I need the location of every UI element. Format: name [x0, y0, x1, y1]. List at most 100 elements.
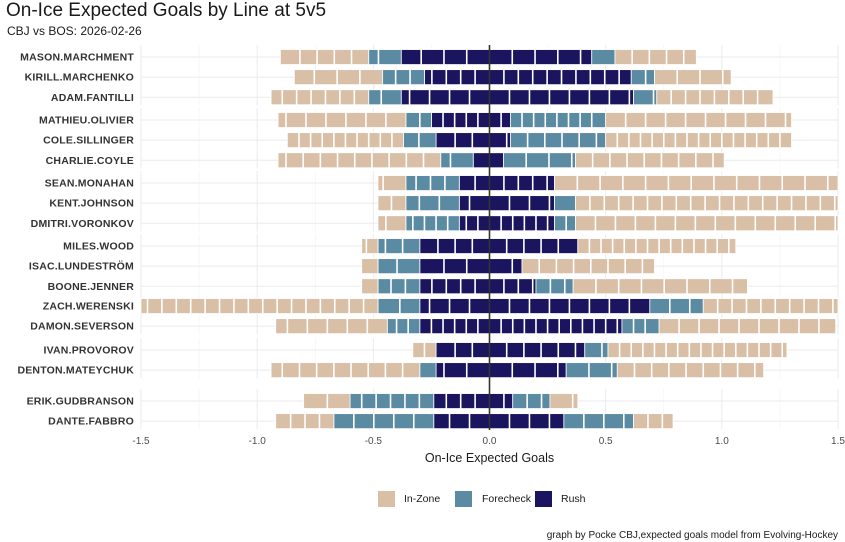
bar-for-rush [489, 278, 537, 295]
bar-against-rush [458, 215, 490, 232]
bar-for-in-zone [605, 112, 792, 128]
legend-swatch-forecheck [455, 491, 472, 507]
x-tick-label: 1.0 [715, 436, 729, 447]
bar-against-in-zone [270, 89, 370, 106]
bar-row [377, 195, 839, 212]
bar-against-in-zone [277, 152, 442, 169]
bar-for-rush [489, 215, 555, 232]
bar-against-rush [431, 112, 490, 128]
x-tick-label: -0.5 [365, 436, 383, 447]
y-tick-label: KENT.JOHNSON [49, 198, 134, 210]
bar-against-rush [400, 49, 490, 65]
bar-row [140, 298, 839, 314]
bar-against-forecheck [386, 318, 421, 335]
bar-for-forecheck [649, 298, 704, 314]
bar-against-forecheck [403, 132, 437, 149]
y-tick-label: KIRILL.MARCHENKO [25, 72, 134, 84]
bar-for-in-zone [549, 393, 579, 409]
bar-for-rush [489, 258, 523, 275]
bar-for-forecheck [554, 215, 576, 232]
bar-row [303, 393, 579, 409]
bar-for-rush [489, 195, 555, 212]
y-tick-label: ADAM.FANTILLI [51, 92, 134, 104]
bar-against-in-zone [270, 362, 421, 379]
legend-swatch-in-zone [378, 491, 395, 507]
bar-against-forecheck [377, 238, 421, 254]
bar-for-in-zone [575, 215, 839, 232]
y-tick-label: COLE.SILLINGER [43, 135, 134, 147]
bar-row [377, 215, 839, 232]
bar-for-forecheck [621, 318, 660, 335]
legend-label-rush: Rush [561, 493, 586, 505]
bar-row [377, 175, 839, 191]
bar-for-rush [489, 342, 586, 358]
bar-row [361, 258, 655, 275]
x-axis-label: On-Ice Expected Goals [425, 451, 554, 465]
y-tick-label: MATHIEU.OLIVIER [39, 115, 134, 127]
bar-against-in-zone [361, 238, 379, 254]
bar-against-in-zone [140, 298, 379, 314]
bar-row [286, 132, 792, 149]
bar-against-rush [424, 69, 490, 86]
bar-against-rush [433, 413, 490, 430]
bar-against-in-zone [279, 49, 370, 65]
bar-for-rush [489, 413, 565, 430]
bar-for-rush [489, 318, 623, 335]
bar-for-forecheck [510, 132, 607, 149]
bar-for-rush [489, 175, 555, 191]
bar-for-in-zone [575, 195, 839, 212]
bar-against-forecheck [377, 258, 421, 275]
bar-for-in-zone [521, 258, 655, 275]
bar-against-in-zone [361, 258, 379, 275]
bar-for-forecheck [565, 362, 618, 379]
y-tick-label: IVAN.PROVOROV [43, 345, 134, 357]
bar-for-forecheck [512, 393, 551, 409]
bar-for-rush [489, 49, 593, 65]
bar-for-forecheck [503, 152, 576, 169]
bar-against-rush [433, 393, 490, 409]
x-tick-label: -1.0 [249, 436, 267, 447]
y-tick-label: DENTON.MATEYCHUK [17, 365, 134, 377]
bar-for-rush [489, 238, 579, 254]
x-tick-label: 0.5 [599, 436, 613, 447]
bar-for-rush [489, 152, 504, 169]
y-tick-label: DMITRI.VORONKOV [31, 218, 134, 230]
bar-row [275, 318, 837, 335]
bar-row [277, 152, 725, 169]
y-tick-label: BOONE.JENNER [48, 281, 135, 293]
y-tick-label: ZACH.WERENSKI [43, 301, 134, 313]
legend-swatch-rush [535, 491, 552, 507]
bar-against-forecheck [419, 362, 437, 379]
bar-against-in-zone [377, 215, 407, 232]
bar-against-rush [435, 342, 490, 358]
bar-for-rush [489, 89, 634, 106]
bar-row [277, 112, 792, 128]
bar-for-in-zone [658, 318, 837, 335]
bar-against-rush [472, 152, 490, 169]
bar-against-in-zone [293, 69, 384, 86]
bar-for-in-zone [575, 152, 725, 169]
bar-against-in-zone [277, 112, 407, 128]
y-tick-label: DANTE.FABBRO [48, 416, 134, 428]
bar-for-rush [489, 112, 511, 128]
bar-against-forecheck [440, 152, 474, 169]
chart-caption: graph by Pocke CBJ,expected goals model … [546, 530, 838, 541]
bar-against-rush [435, 132, 490, 149]
bar-for-in-zone [654, 69, 732, 86]
bar-for-rush [489, 69, 632, 86]
bar-for-rush [489, 393, 514, 409]
bar-against-forecheck [368, 49, 402, 65]
x-tick-label: 0.0 [483, 436, 497, 447]
y-tick-label: MILES.WOOD [63, 241, 134, 253]
bar-against-rush [419, 258, 490, 275]
bar-against-in-zone [361, 278, 379, 295]
y-tick-label: DAMON.SEVERSON [30, 321, 134, 333]
bar-against-in-zone [275, 318, 388, 335]
bar-for-rush [489, 362, 567, 379]
bar-for-forecheck [554, 195, 576, 212]
bar-against-forecheck [405, 215, 460, 232]
bar-for-forecheck [591, 49, 616, 65]
y-tick-label: ERIK.GUDBRANSON [27, 396, 134, 408]
bar-against-rush [458, 195, 490, 212]
